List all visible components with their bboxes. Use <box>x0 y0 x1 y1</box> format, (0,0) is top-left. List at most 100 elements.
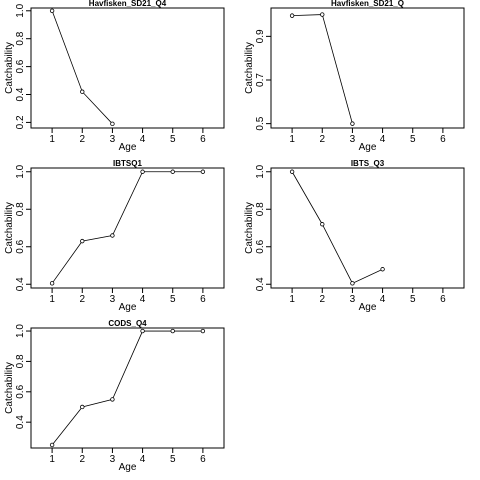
chart-title: IBTS_Q3 <box>351 159 385 168</box>
x-tick-label: 4 <box>140 454 146 465</box>
x-tick-label: 4 <box>380 294 386 305</box>
x-axis-label: Age <box>119 302 137 313</box>
data-point <box>200 328 206 334</box>
data-point <box>350 121 355 126</box>
x-tick-label: 3 <box>110 134 116 145</box>
x-tick-label: 3 <box>110 294 116 305</box>
x-tick-label: 2 <box>79 454 85 465</box>
x-axis-label: Age <box>359 142 377 153</box>
chart-title: CODS_Q4 <box>108 319 147 328</box>
y-tick-label: 0.4 <box>255 277 266 291</box>
plot-frame <box>270 167 465 289</box>
y-tick-label: 1.0 <box>15 324 26 338</box>
data-point <box>49 8 55 13</box>
data-point <box>320 12 325 17</box>
data-point <box>80 404 85 410</box>
data-point <box>170 169 175 174</box>
x-axis-label: Age <box>119 142 137 153</box>
x-tick-label: 3 <box>110 454 116 465</box>
x-tick-label: 1 <box>289 134 295 145</box>
plot-frame <box>270 7 465 129</box>
x-tick-label: 2 <box>79 294 85 305</box>
data-point <box>80 89 85 94</box>
data-point <box>140 328 145 334</box>
x-tick-label: 4 <box>140 294 146 305</box>
data-point <box>80 238 85 244</box>
series-line <box>292 14 353 124</box>
y-tick-label: 0.6 <box>15 239 26 253</box>
y-tick-label: 1.0 <box>15 3 26 17</box>
plot-frame <box>30 7 225 129</box>
x-tick-label: 3 <box>350 294 356 305</box>
y-axis-label: Catchability <box>4 42 15 94</box>
x-tick-label: 6 <box>200 134 206 145</box>
y-axis-label: Catchability <box>244 202 255 254</box>
y-tick-label: 0.6 <box>255 239 266 253</box>
y-tick-label: 0.6 <box>15 59 26 73</box>
y-tick-label: 0.8 <box>15 354 26 368</box>
x-tick-label: 2 <box>319 294 325 305</box>
data-point <box>320 222 325 227</box>
series-line <box>51 171 203 284</box>
y-axis-label: Catchability <box>4 362 15 414</box>
y-tick-label: 0.2 <box>15 115 26 129</box>
chart-panel-3: IBTSQ1 1 2 3 4 5 6 0.4 0.6 0.8 1.0 Age Catchability <box>4 159 225 313</box>
x-tick-label: 3 <box>350 134 356 145</box>
x-tick-label: 6 <box>440 134 446 145</box>
x-tick-label: 4 <box>380 134 386 145</box>
y-axis-label: Catchability <box>244 42 255 94</box>
x-tick-label: 5 <box>170 294 176 305</box>
x-tick-label: 6 <box>200 454 206 465</box>
data-point <box>110 121 115 127</box>
series-line <box>291 171 383 284</box>
y-tick-label: 0.4 <box>15 415 26 429</box>
chart-panel-4: IBTS_Q3 1 2 3 4 5 6 0.4 0.6 0.8 1.0 Age Catchability <box>244 159 465 313</box>
y-tick-label: 1.0 <box>255 164 266 178</box>
data-point <box>350 281 355 286</box>
data-point <box>170 328 175 334</box>
series-line <box>51 330 203 446</box>
chart-panel-5: CODS_Q4 1 2 3 4 5 6 0.4 0.6 0.8 1.0 Age Catchability <box>4 319 225 473</box>
x-tick-label: 5 <box>170 454 176 465</box>
x-tick-label: 5 <box>170 134 176 145</box>
series-line <box>51 10 113 125</box>
data-point <box>49 281 55 286</box>
chart-title: Havfisken_SD21_Q4 <box>89 0 167 8</box>
x-tick-label: 4 <box>140 134 146 145</box>
data-point <box>200 169 206 174</box>
chart-title: IBTSQ1 <box>113 159 142 168</box>
x-tick-label: 1 <box>49 294 55 305</box>
y-tick-label: 0.8 <box>15 31 26 45</box>
data-point <box>110 397 115 402</box>
data-point <box>380 267 385 272</box>
x-tick-label: 1 <box>49 134 55 145</box>
x-tick-label: 6 <box>440 294 446 305</box>
data-point <box>289 13 295 18</box>
y-tick-label: 0.8 <box>15 202 26 216</box>
x-tick-label: 2 <box>79 134 85 145</box>
y-tick-label: 0.7 <box>255 73 266 87</box>
y-axis-label: Catchability <box>4 202 15 254</box>
y-tick-label: 0.4 <box>15 277 26 291</box>
x-axis-label: Age <box>119 462 137 473</box>
y-tick-label: 0.8 <box>255 202 266 216</box>
chart-panel-2: Havfisken_SD21_Q 1 2 3 4 5 6 0.5 0.7 0.9 Age Catcha… <box>244 0 465 153</box>
data-point <box>289 169 295 174</box>
plot-frame <box>30 167 225 289</box>
data-point <box>49 442 55 448</box>
plot-frame <box>30 327 225 449</box>
x-tick-label: 2 <box>319 134 325 145</box>
x-tick-label: 1 <box>289 294 295 305</box>
y-tick-label: 0.9 <box>255 29 266 43</box>
x-tick-label: 1 <box>49 454 55 465</box>
data-point <box>110 233 115 238</box>
chart-title: Havfisken_SD21_Q <box>331 0 404 8</box>
x-tick-label: 6 <box>200 294 206 305</box>
x-axis-label: Age <box>359 302 377 313</box>
x-tick-label: 5 <box>410 134 416 145</box>
x-tick-label: 5 <box>410 294 416 305</box>
chart-panel-1: Havfisken_SD21_Q4 1 2 3 4 5 6 0.2 0.4 0.6 0.8 1.0 Ag… <box>4 0 225 153</box>
data-point <box>140 169 145 174</box>
y-tick-label: 0.5 <box>255 116 266 130</box>
